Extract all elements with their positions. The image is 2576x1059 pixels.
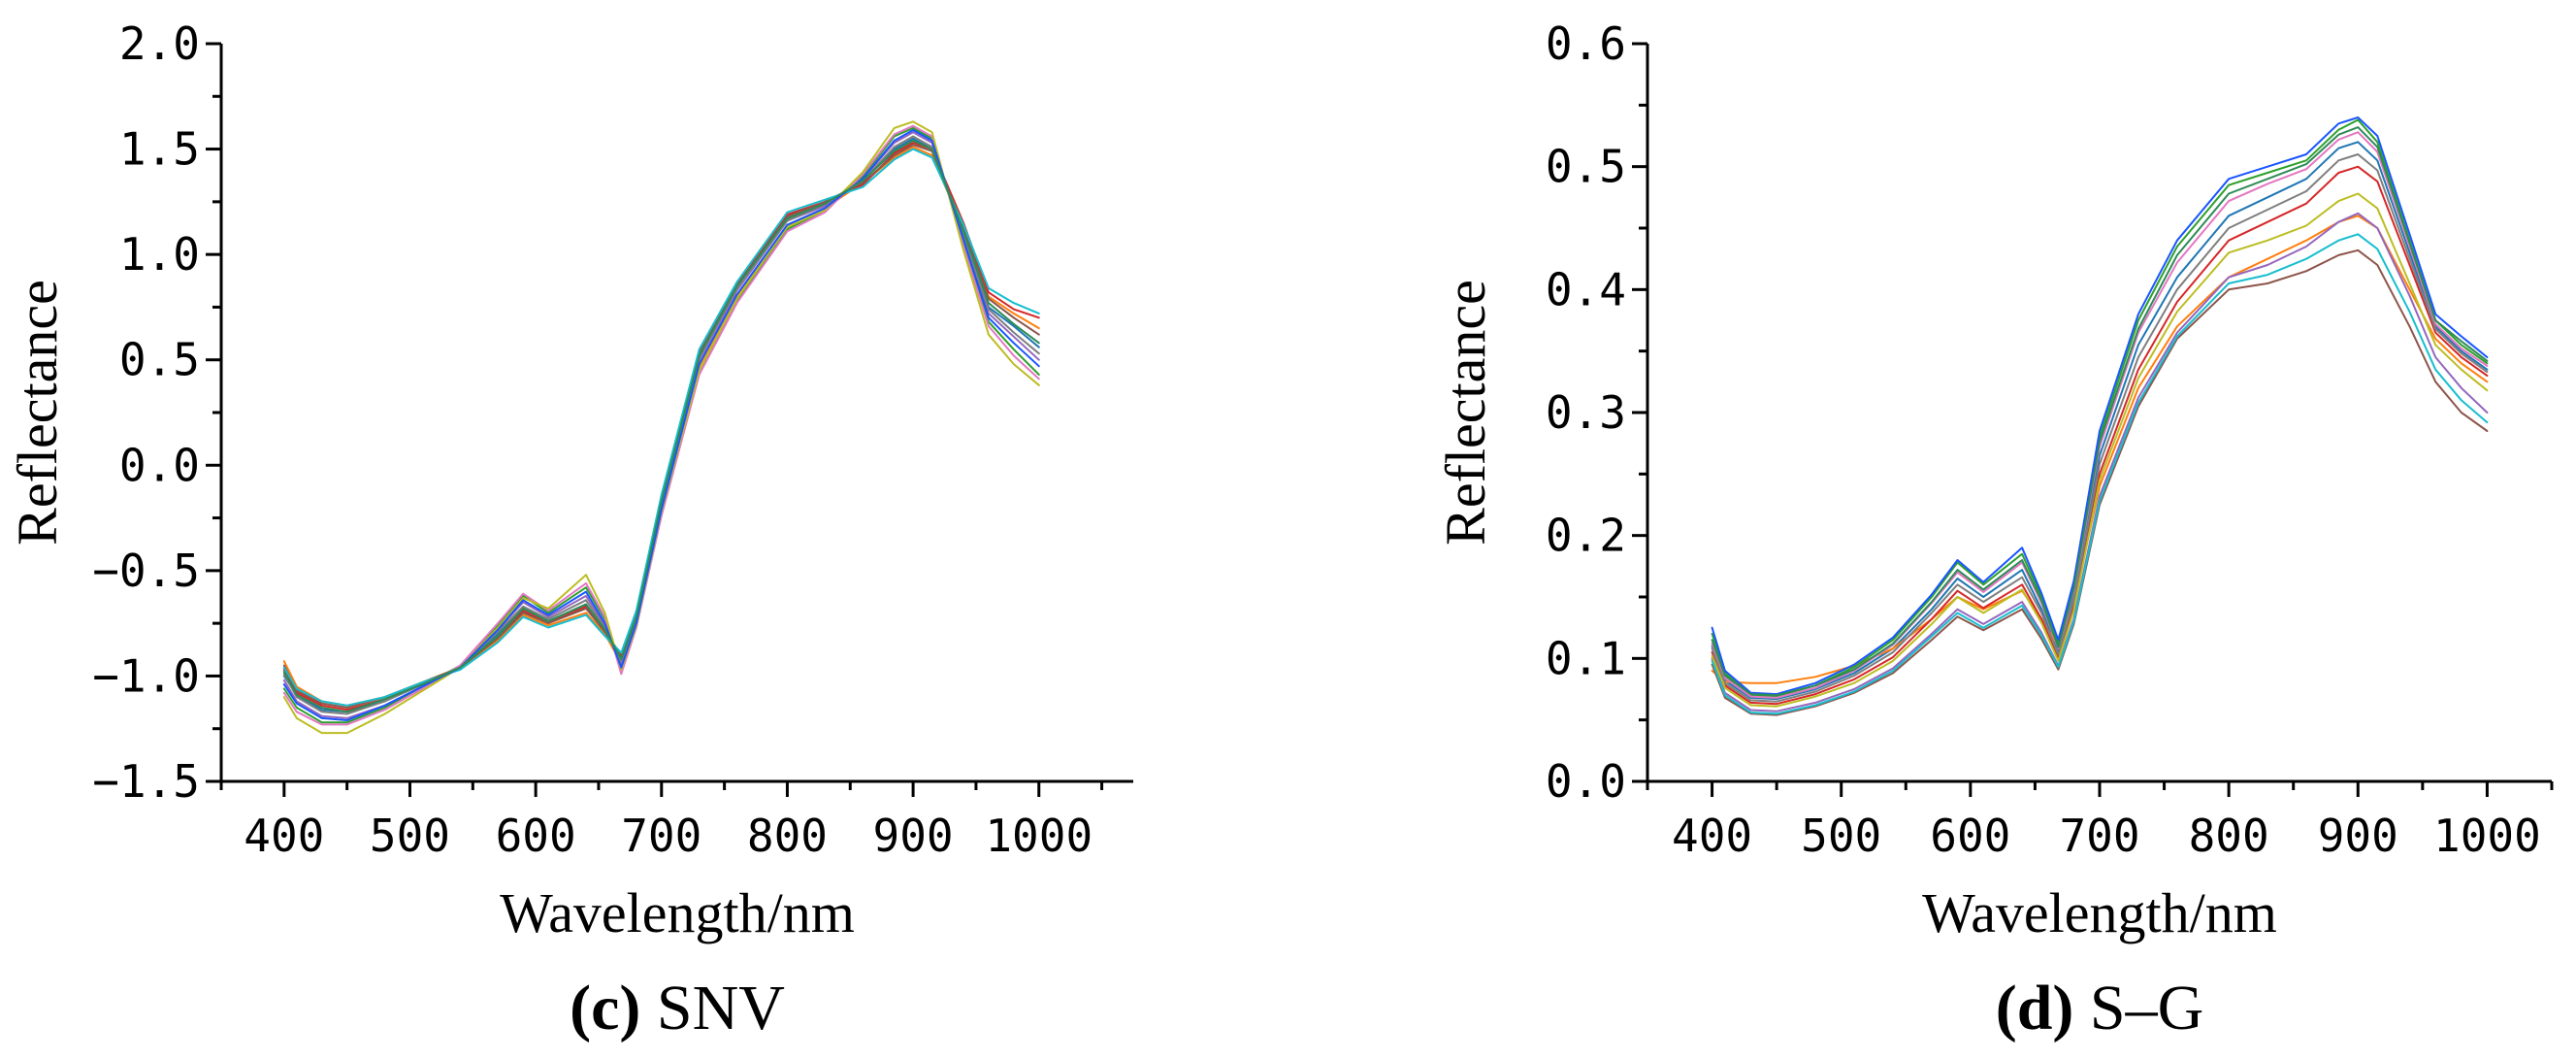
panel-c-xtick-label: 800	[747, 810, 828, 862]
panel-c-ytick-label: 0.0	[119, 439, 200, 491]
panel-c-spectrum-12-line	[282, 139, 1040, 713]
panel-d-ytick-label: 0.2	[1546, 510, 1626, 562]
panel-c-xtick-label: 400	[244, 810, 324, 862]
panel-c-ytick-label: 1.0	[119, 228, 200, 281]
panel-d-spectrum-7-line	[1711, 131, 2489, 699]
panel-d-ytick-label: 0.0	[1546, 755, 1626, 808]
panel-c-ticks	[206, 42, 1104, 797]
panel-c-ytick-label: −1.0	[92, 649, 200, 702]
panel-c-spectrum-7-line	[282, 124, 1040, 726]
panel-c-ytick-label: 2.0	[119, 17, 200, 70]
panel-d-tick-labels: 400 500 600 700 800 900 1000 0.0 0.1 0.2 0.3 0.4 0.5…	[1546, 17, 2541, 862]
panel-d-spectrum-3-line	[1711, 118, 2489, 698]
panel-c-xtick-label: 500	[370, 810, 450, 862]
panel-d-spectrum-12-line	[1711, 126, 2489, 697]
panel-d-spectrum-1-line	[1711, 141, 2489, 701]
panel-d-caption-label: (d)	[1996, 973, 2074, 1043]
panel-d-xtick-label: 800	[2189, 810, 2269, 862]
panel-d-caption: (d) S–G	[1996, 973, 2204, 1043]
panel-d-series-group	[1711, 116, 2489, 716]
panel-d-ytick-label: 0.3	[1546, 386, 1626, 439]
panel-d-spectrum-9-line	[1711, 192, 2489, 708]
panel-d-spectrum-11-line	[1711, 116, 2489, 696]
panel-c-spectrum-8-line	[282, 135, 1040, 715]
panel-c: 400 500 600 700 800 900 1000 −1.5 −1.0 −0.5 0.0 0.5…	[6, 17, 1133, 1043]
panel-d-ylabel: Reflectance	[1434, 280, 1497, 546]
panel-d-ytick-label: 0.1	[1546, 632, 1626, 684]
panel-d-spectrum-8-line	[1711, 153, 2489, 703]
panel-c-ytick-label: 0.5	[119, 334, 200, 386]
panel-c-spectrum-3-line	[282, 126, 1040, 724]
panel-c-spectrum-5-line	[282, 131, 1040, 719]
panel-c-spectrum-1-line	[282, 137, 1040, 713]
panel-d-xlabel: Wavelength/nm	[1922, 881, 2277, 944]
panel-c-tick-labels: 400 500 600 700 800 900 1000 −1.5 −1.0 −0.5 0.0 0.5…	[92, 17, 1092, 862]
panel-c-ytick-label: −1.5	[92, 755, 200, 808]
panel-c-ylabel: Reflectance	[6, 280, 69, 546]
panel-c-axes	[219, 44, 1133, 783]
panel-c-spectrum-6-line	[282, 144, 1040, 709]
panel-c-xtick-label: 700	[621, 810, 701, 862]
panel-d-xtick-label: 900	[2318, 810, 2398, 862]
panel-c-xtick-label: 600	[496, 810, 576, 862]
panel-c-spectrum-2-line	[282, 146, 1040, 707]
panel-c-xtick-label: 900	[873, 810, 954, 862]
panel-c-xlabel: Wavelength/nm	[500, 881, 855, 944]
panel-c-caption-text: SNV	[640, 973, 785, 1043]
panel-c-ytick-label: 1.5	[119, 123, 200, 176]
panel-c-spectrum-9-line	[282, 120, 1040, 735]
panel-c-caption-label: (c)	[570, 973, 640, 1043]
panel-d: 400 500 600 700 800 900 1000 0.0 0.1 0.2 0.3 0.4 0.5…	[1434, 17, 2554, 1043]
panel-d-caption-text: S–G	[2073, 973, 2203, 1043]
panel-d-xtick-label: 400	[1672, 810, 1752, 862]
panel-d-ytick-label: 0.5	[1546, 141, 1626, 193]
panel-d-xtick-label: 700	[2059, 810, 2139, 862]
panel-c-xtick-label: 1000	[985, 810, 1092, 862]
panel-d-axes	[1646, 44, 2552, 783]
panel-d-xtick-label: 500	[1801, 810, 1881, 862]
panel-c-spectrum-4-line	[282, 142, 1040, 712]
panel-c-caption: (c) SNV	[570, 973, 785, 1043]
panel-d-xtick-label: 600	[1930, 810, 2010, 862]
panel-d-ytick-label: 0.6	[1546, 17, 1626, 70]
panel-c-spectrum-11-line	[282, 129, 1040, 721]
panel-d-spectrum-10-line	[1711, 233, 2489, 715]
panel-c-series-group	[282, 120, 1040, 735]
panel-d-ticks	[1632, 42, 2554, 797]
panel-d-xtick-label: 1000	[2433, 810, 2541, 862]
panel-c-spectrum-10-line	[282, 148, 1040, 707]
panel-d-ytick-label: 0.4	[1546, 263, 1626, 315]
panel-c-ytick-label: −0.5	[92, 545, 200, 597]
